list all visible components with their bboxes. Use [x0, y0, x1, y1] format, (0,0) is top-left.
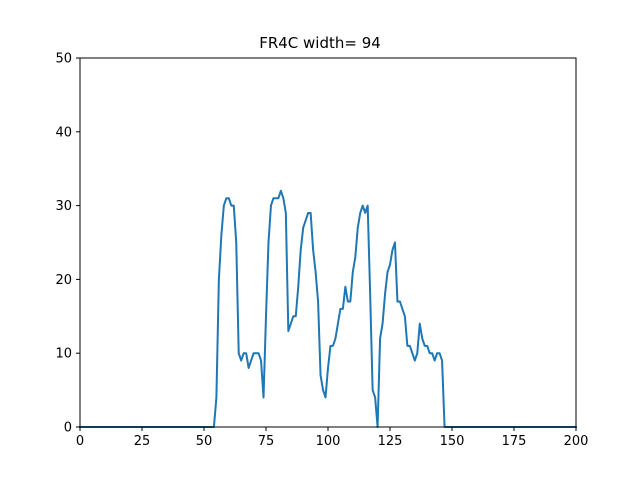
- y-tick-label: 10: [55, 347, 72, 362]
- y-axis: 0 10 20 30 40 50: [55, 52, 80, 436]
- series-line-0: [79, 189, 577, 428]
- x-tick-label: 175: [502, 434, 527, 449]
- x-axis: 0 25 50 75 100 125 150 175 200: [76, 427, 589, 449]
- x-tick-label: 25: [134, 434, 151, 449]
- x-tick-label: 125: [378, 434, 403, 449]
- x-tick-label: 150: [440, 434, 465, 449]
- x-tick-label: 75: [258, 434, 275, 449]
- y-tick-label: 40: [55, 125, 72, 140]
- x-tick-label: 200: [564, 434, 589, 449]
- y-tick-label: 0: [64, 421, 72, 436]
- y-tick-label: 30: [55, 199, 72, 214]
- x-tick-label: 0: [76, 434, 84, 449]
- chart-title: FR4C width= 94: [259, 34, 381, 52]
- x-tick-label: 50: [196, 434, 213, 449]
- x-tick-label: 100: [316, 434, 341, 449]
- y-tick-label: 20: [55, 273, 72, 288]
- y-tick-label: 50: [55, 52, 72, 67]
